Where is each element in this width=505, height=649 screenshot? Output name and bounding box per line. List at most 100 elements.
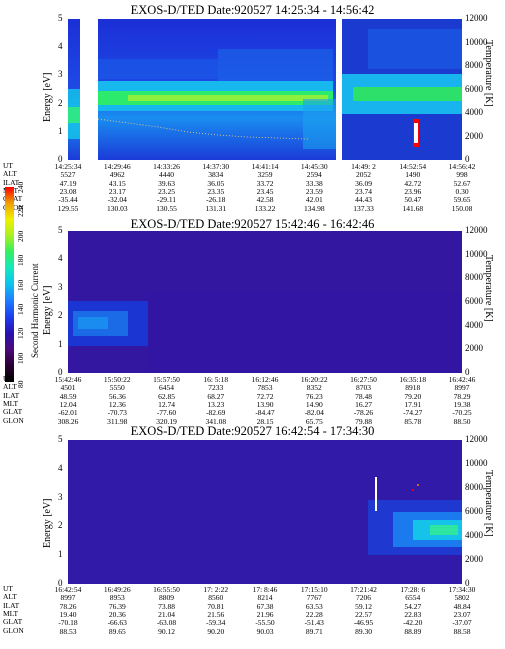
ephemeris-value: 17:28: 6 [400, 585, 426, 594]
ephemeris-value: 311.98 [107, 416, 128, 426]
ephemeris-value: -78.26 [353, 408, 374, 418]
ephemeris-value: 22.83 [404, 609, 422, 619]
y2tick-label: 2000 [465, 343, 483, 354]
panel-1-heatmap [68, 19, 462, 160]
ephemeris-value: 16:20:22 [300, 375, 328, 384]
ephemeris-value: 79.20 [404, 391, 422, 401]
ephemeris-value: -77.60 [156, 408, 177, 418]
ephemeris-value: 89.71 [305, 626, 323, 636]
y2tick-label: 10000 [465, 458, 488, 468]
ephemeris-value: 8953 [109, 593, 125, 603]
ephemeris-value: 72.72 [256, 391, 274, 401]
ephemeris-value: 7206 [356, 593, 371, 603]
ephemeris-row-label: ALT [3, 382, 17, 392]
ephemeris-value: 76.23 [305, 391, 323, 401]
ephemeris-value: 16:27:50 [350, 375, 377, 384]
ephemeris-value: 28.15 [256, 416, 274, 426]
ephemeris-value: 21.56 [207, 609, 225, 619]
ephemeris-value: 23.07 [453, 609, 471, 619]
ephemeris-value: 8352 [306, 383, 322, 393]
ephemeris-row-label: ALT [3, 592, 17, 602]
ephemeris-value: 308.26 [57, 416, 79, 426]
y2tick-label: 12000 [465, 434, 488, 444]
ytick-label: 0 [58, 578, 63, 588]
ephemeris-value: 16:55:50 [153, 585, 180, 594]
ephemeris-value: -70.73 [107, 408, 127, 418]
ephemeris-value: 88.53 [59, 626, 77, 636]
ephemeris-value: 88.58 [453, 626, 471, 636]
y2tick-label: 12000 [465, 225, 488, 235]
ephemeris-value: 16:12:46 [251, 375, 279, 384]
ephemeris-value: -29.11 [156, 195, 177, 205]
ephemeris-value: 17: 2:22 [203, 585, 229, 594]
ephemeris-value: 5802 [454, 593, 470, 603]
y2tick-label: 0 [465, 154, 470, 164]
ephemeris-row-label: UT [3, 584, 13, 593]
ephemeris-value: 36.09 [355, 178, 372, 188]
panel-2: EXOS-D/TED Date:920527 15:42:46 - 16:42:… [0, 215, 505, 430]
ephemeris-value: 59.12 [355, 601, 372, 611]
ephemeris-row-label: GLAT [3, 407, 23, 417]
ytick-label: 5 [58, 13, 63, 23]
ephemeris-value: 16.27 [355, 399, 372, 409]
ephemeris-value: 73.88 [158, 601, 175, 611]
ephemeris-value: 20.36 [108, 609, 126, 619]
ephemeris-value: -62.01 [58, 408, 78, 418]
ephemeris-value: 23.17 [108, 186, 126, 196]
ephemeris-value: 13.90 [256, 399, 274, 409]
ephemeris-value: 16:42:46 [448, 375, 476, 384]
ytick-label: 4 [58, 41, 63, 52]
ephemeris-value: 14:49: 2 [351, 162, 376, 171]
ephemeris-value: -63.08 [156, 618, 177, 628]
ephemeris-value: 0.30 [455, 186, 469, 196]
ephemeris-value: 89.30 [355, 626, 372, 636]
ephemeris-value: 90.03 [256, 626, 274, 636]
ephemeris-value: 2052 [356, 170, 371, 180]
ephemeris-value: 23.08 [59, 186, 77, 196]
ephemeris-value: 141.68 [402, 203, 424, 213]
ytick-label: 1 [58, 549, 63, 560]
ytick-label: 3 [58, 491, 63, 502]
ephemeris-value: 12.36 [108, 399, 126, 409]
ephemeris-value: 5550 [109, 383, 125, 393]
ephemeris-value: -59.34 [206, 618, 226, 628]
panel-2-spectrogram [68, 231, 462, 373]
y2tick-label: 10000 [465, 36, 488, 47]
ephemeris-value: 63.53 [305, 601, 323, 611]
ephemeris-value: 23.45 [256, 186, 274, 196]
ephemeris-value: 14:41:14 [251, 162, 279, 171]
panel-2-title: EXOS-D/TED Date:920527 15:42:46 - 16:42:… [130, 217, 375, 231]
ytick-label: 3 [58, 69, 63, 80]
ephemeris-value: 7853 [257, 383, 273, 393]
ytick-label: 4 [58, 253, 63, 264]
ephemeris-value: 79.88 [355, 416, 372, 426]
ephemeris-value: 8809 [159, 593, 174, 603]
panel-1: EXOS-D/TED Date:920527 14:25:34 - 14:56:… [0, 0, 505, 215]
ephemeris-row-label: ILAT [3, 177, 20, 187]
ephemeris-row-label: MLT [3, 608, 19, 618]
y2tick-label: 8000 [465, 60, 483, 70]
ytick-label: 1 [58, 125, 63, 136]
y2tick-label: 4000 [465, 530, 483, 540]
ephemeris-value: 68.27 [207, 391, 225, 401]
ephemeris-value: 76.39 [108, 601, 126, 611]
ephemeris-row-label: GLON [3, 625, 24, 635]
ephemeris-value: 88.89 [404, 626, 422, 636]
ephemeris-row-label: ALT [3, 169, 17, 179]
ephemeris-row-label: MLT [3, 398, 19, 408]
ephemeris-row-label: GLON [3, 415, 24, 425]
ephemeris-value: 85.78 [404, 416, 422, 426]
y2tick-label: 2000 [465, 130, 483, 141]
ephemeris-value: 13.23 [207, 399, 225, 409]
ephemeris-value: 59.65 [453, 195, 471, 205]
y2tick-label: 0 [465, 578, 470, 588]
ephemeris-value: 89.65 [108, 626, 126, 636]
ephemeris-value: 7767 [306, 593, 322, 603]
ephemeris-value: 5527 [60, 170, 76, 180]
ephemeris-value: 129.55 [57, 203, 79, 213]
ephemeris-value: 130.03 [106, 203, 128, 213]
ephemeris-value: 8918 [405, 383, 421, 393]
ephemeris-value: 50.47 [404, 195, 422, 205]
y2tick-label: 6000 [465, 506, 483, 516]
ephemeris-value: 78.29 [453, 391, 471, 401]
